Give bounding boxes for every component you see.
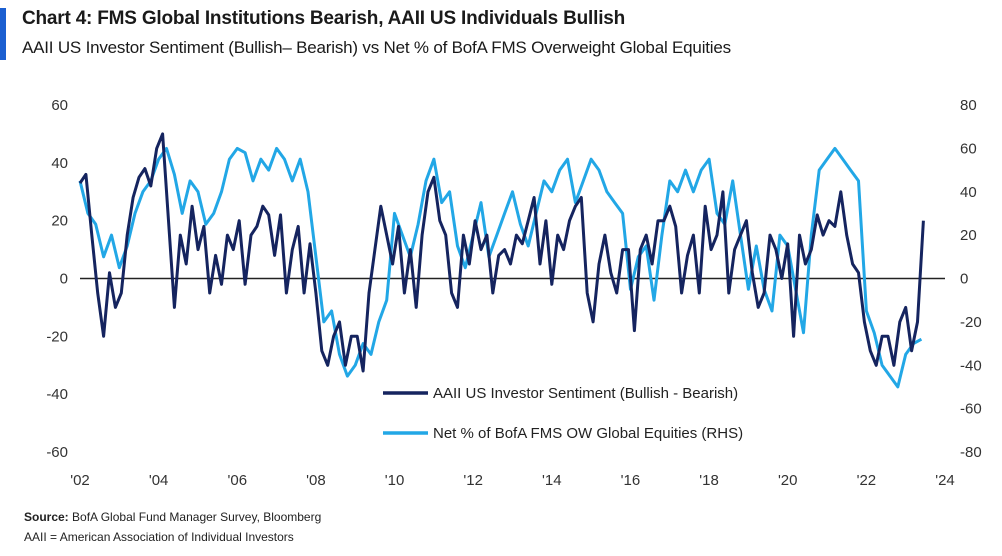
x-tick-label: '06 [227,472,247,489]
x-tick-label: '16 [621,472,641,489]
y-left-tick-label: 40 [51,155,68,172]
y-right-tick-label: -20 [960,314,982,331]
y-right-tick-label: -40 [960,357,982,374]
series-line-fms [78,146,923,389]
title-accent-bar [0,8,6,60]
y-right-tick-label: -60 [960,401,982,418]
x-tick-label: '10 [385,472,405,489]
y-left-tick-label: 20 [51,213,68,230]
y-left-tick-label: -60 [46,444,68,461]
chart-subtitle: AAII US Investor Sentiment (Bullish– Bea… [22,38,731,57]
x-tick-label: '12 [463,472,483,489]
x-tick-label: '24 [935,472,955,489]
y-left-tick-label: 0 [60,271,68,288]
y-left-tick-label: 60 [51,97,68,114]
x-tick-label: '04 [149,472,169,489]
y-left-tick-label: -40 [46,386,68,403]
y-right-tick-label: -80 [960,444,982,461]
source-line: Source: BofA Global Fund Manager Survey,… [24,510,321,524]
x-tick-label: '14 [542,472,562,489]
y-right-tick-label: 40 [960,184,977,201]
legend-label-aaii: AAII US Investor Sentiment (Bullish - Be… [433,385,738,402]
chart-title: Chart 4: FMS Global Institutions Bearish… [22,8,626,29]
x-tick-label: '22 [857,472,877,489]
x-tick-label: '20 [778,472,798,489]
source-text: BofA Global Fund Manager Survey, Bloombe… [72,510,322,524]
x-tick-label: '02 [70,472,90,489]
y-right-tick-label: 60 [960,140,977,157]
series-line-aaii [78,132,925,373]
source-label: Source: [24,510,69,524]
legend-label-fms: Net % of BofA FMS OW Global Equities (RH… [433,425,743,442]
footnote: AAII = American Association of Individua… [24,530,294,544]
y-right-tick-label: 20 [960,227,977,244]
y-right-tick-label: 0 [960,271,968,288]
x-tick-label: '18 [699,472,719,489]
y-right-tick-label: 80 [960,97,977,114]
x-tick-label: '08 [306,472,326,489]
y-left-tick-label: -20 [46,328,68,345]
